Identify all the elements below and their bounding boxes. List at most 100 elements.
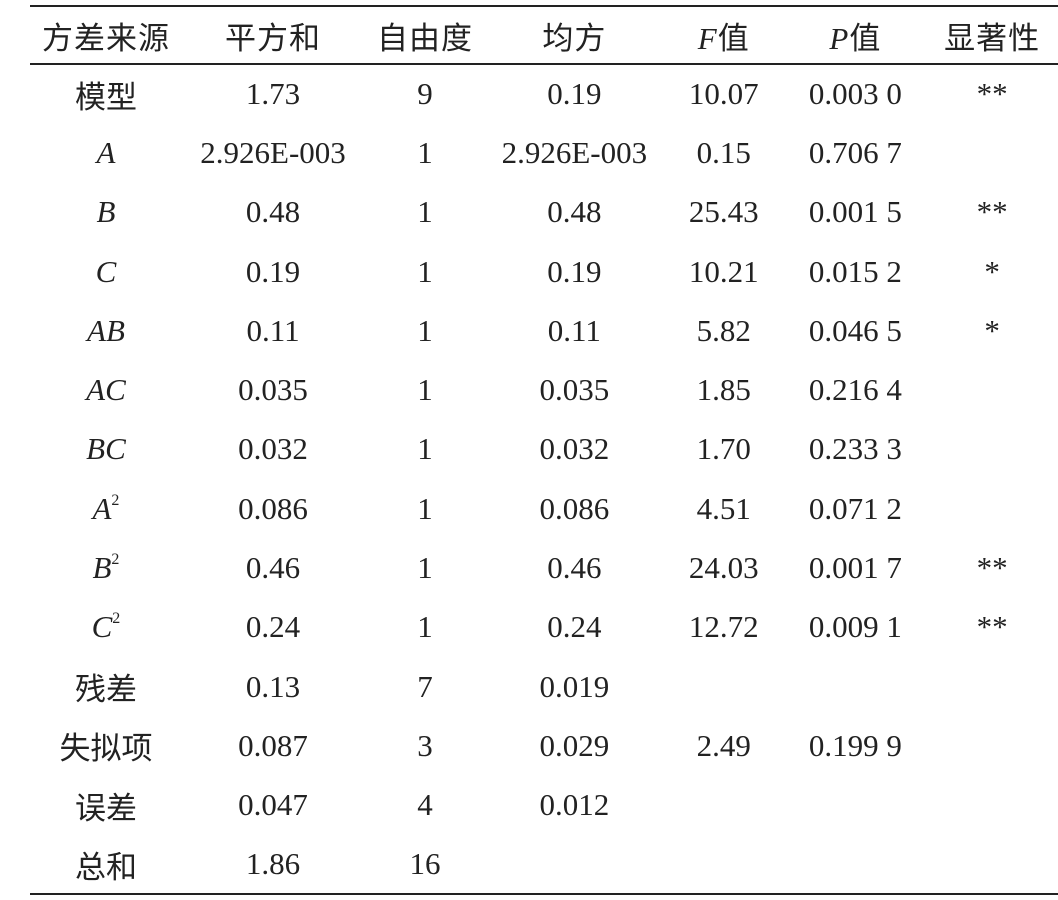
cell-f-value: 24.03 [663, 538, 785, 597]
significance-text: ** [976, 194, 1008, 230]
cell-p-value: 0.199 9 [785, 716, 927, 775]
cell-significance: ** [926, 64, 1058, 123]
cell-mean-square: 0.48 [486, 183, 663, 242]
cell-p-value [785, 835, 927, 894]
cell-mean-square: 0.029 [486, 716, 663, 775]
source-text: C [91, 609, 113, 645]
mean-square-text: 0.46 [547, 550, 602, 586]
cell-p-value [785, 776, 927, 835]
cell-mean-square: 0.11 [486, 301, 663, 360]
source-text: BC [86, 431, 126, 467]
sum-of-squares-text: 1.73 [245, 76, 301, 112]
sum-of-squares-text: 0.035 [238, 372, 308, 408]
source-text: A [92, 490, 112, 526]
cell-degrees-of-freedom: 1 [364, 479, 486, 538]
header-p-value: P值 [785, 6, 927, 64]
anova-table: 方差来源 平方和 自由度 均方 F值 P值 显著性 模型 1.73 9 0.19 10.07 0.00… [30, 5, 1058, 895]
cell-sum-of-squares: 1.73 [182, 64, 364, 123]
cell-mean-square: 0.019 [486, 657, 663, 716]
cell-significance: * [926, 242, 1058, 301]
cell-mean-square: 0.19 [486, 242, 663, 301]
cell-p-value [785, 657, 927, 716]
cell-mean-square: 0.24 [486, 598, 663, 657]
table-row: AB 0.11 1 0.11 5.82 0.046 5 * [30, 301, 1058, 360]
cell-sum-of-squares: 0.46 [182, 538, 364, 597]
p-value-text: 0.001 5 [808, 194, 902, 230]
cell-f-value: 10.21 [663, 242, 785, 301]
cell-degrees-of-freedom: 16 [364, 835, 486, 894]
sum-of-squares-text: 0.047 [238, 787, 308, 823]
mean-square-text: 0.24 [547, 609, 602, 645]
header-significance: 显著性 [926, 6, 1058, 64]
cell-significance [926, 657, 1058, 716]
cell-sum-of-squares: 0.035 [182, 360, 364, 419]
sum-of-squares-text: 0.13 [245, 668, 301, 704]
source-text: 残差 [74, 672, 137, 708]
cell-f-value: 0.15 [663, 123, 785, 182]
degrees-of-freedom-text: 1 [417, 550, 433, 586]
cell-degrees-of-freedom: 1 [364, 538, 486, 597]
cell-degrees-of-freedom: 1 [364, 360, 486, 419]
degrees-of-freedom-text: 1 [417, 372, 433, 408]
f-value-text: 0.15 [696, 134, 751, 170]
table-row: 残差 0.13 7 0.019 [30, 657, 1058, 716]
cell-source: C [30, 242, 182, 301]
degrees-of-freedom-text: 7 [417, 668, 433, 704]
degrees-of-freedom-text: 16 [409, 846, 441, 881]
p-value-text: 0.015 2 [808, 253, 902, 289]
degrees-of-freedom-text: 1 [417, 253, 433, 289]
cell-f-value: 2.49 [663, 716, 785, 775]
table-row: B2 0.46 1 0.46 24.03 0.001 7 ** [30, 538, 1058, 597]
f-value-text: 12.72 [688, 609, 759, 645]
cell-mean-square: 0.086 [486, 479, 663, 538]
cell-f-value: 12.72 [663, 598, 785, 657]
f-value-text: 1.70 [696, 431, 751, 467]
cell-mean-square: 2.926E-003 [486, 123, 663, 182]
cell-sum-of-squares: 0.047 [182, 776, 364, 835]
p-value-text: 0.009 1 [808, 609, 902, 645]
cell-degrees-of-freedom: 1 [364, 420, 486, 479]
table-row: BC 0.032 1 0.032 1.70 0.233 3 [30, 420, 1058, 479]
p-value-text: 0.071 2 [808, 490, 902, 526]
degrees-of-freedom-text: 1 [417, 490, 433, 526]
sum-of-squares-text: 0.48 [245, 194, 301, 230]
header-mean-square: 均方 [486, 6, 663, 64]
cell-mean-square: 0.46 [486, 538, 663, 597]
cell-significance [926, 835, 1058, 894]
cell-f-value: 1.70 [663, 420, 785, 479]
header-label: 均方 [542, 20, 607, 56]
mean-square-text: 0.032 [539, 431, 610, 467]
cell-f-value: 1.85 [663, 360, 785, 419]
header-source: 方差来源 [30, 6, 182, 64]
table-row: 失拟项 0.087 3 0.029 2.49 0.199 9 [30, 716, 1058, 775]
header-label: 自由度 [376, 20, 473, 56]
cell-significance [926, 479, 1058, 538]
source-text: B [96, 194, 116, 230]
p-value-text: 0.046 5 [808, 312, 902, 348]
cell-f-value: 25.43 [663, 183, 785, 242]
cell-mean-square [486, 835, 663, 894]
cell-f-value [663, 835, 785, 894]
cell-source: 失拟项 [30, 716, 182, 775]
source-text: AC [86, 372, 126, 408]
cell-source: AC [30, 360, 182, 419]
mean-square-text: 0.19 [547, 76, 602, 112]
cell-source: B [30, 183, 182, 242]
sum-of-squares-text: 0.032 [238, 431, 308, 467]
degrees-of-freedom-text: 1 [417, 312, 433, 348]
cell-sum-of-squares: 2.926E-003 [182, 123, 364, 182]
f-value-text: 2.49 [696, 727, 751, 763]
cell-sum-of-squares: 0.11 [182, 301, 364, 360]
table-row: A 2.926E-003 1 2.926E-003 0.15 0.706 7 [30, 123, 1058, 182]
cell-sum-of-squares: 0.086 [182, 479, 364, 538]
cell-significance: ** [926, 183, 1058, 242]
p-value-text: 0.706 7 [808, 134, 902, 170]
cell-significance: ** [926, 538, 1058, 597]
source-text: AB [87, 312, 125, 348]
exponent: 2 [111, 551, 120, 569]
table-row: AC 0.035 1 0.035 1.85 0.216 4 [30, 360, 1058, 419]
cell-source: A2 [30, 479, 182, 538]
cell-sum-of-squares: 0.19 [182, 242, 364, 301]
mean-square-text: 0.029 [539, 727, 610, 763]
p-value-text: 0.001 7 [808, 550, 902, 586]
